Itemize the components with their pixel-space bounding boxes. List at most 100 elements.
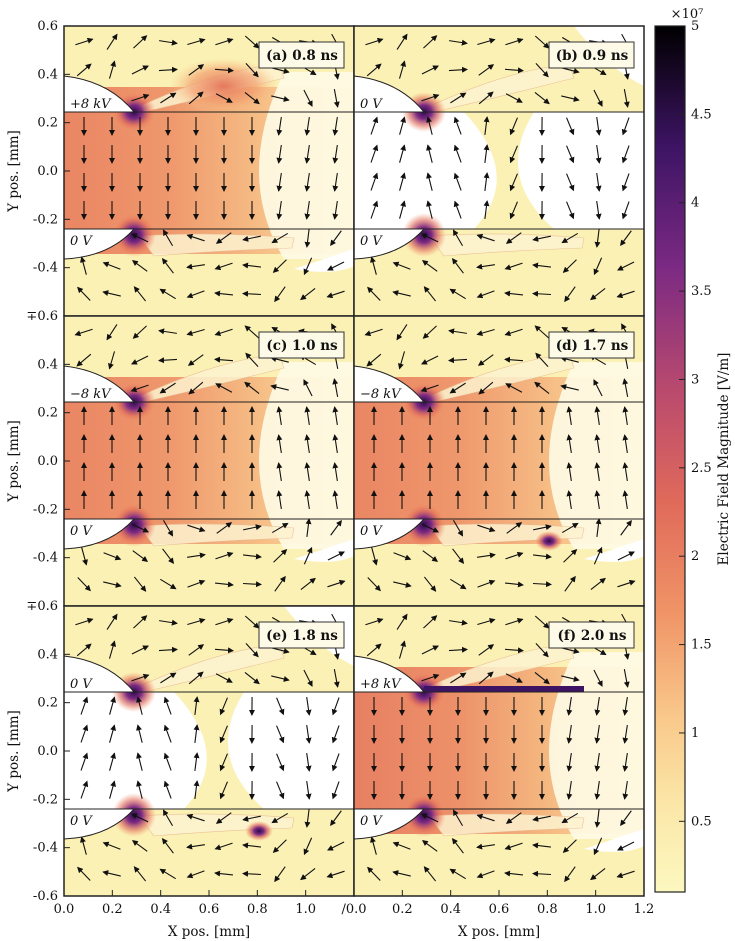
- field-arrow: [566, 781, 573, 800]
- field-arrow: [505, 551, 524, 560]
- field-arrow: [505, 383, 523, 393]
- field-arrow: [214, 581, 234, 588]
- top-electrode: [354, 75, 426, 113]
- low-field-region: [549, 652, 644, 839]
- field-arrow: [244, 325, 260, 339]
- field-arrow: [276, 145, 283, 164]
- field-arrow: [595, 173, 602, 192]
- surface-charge-layer: [424, 686, 584, 692]
- field-arrow: [136, 696, 143, 715]
- field-arrow: [392, 290, 411, 297]
- field-arrow: [300, 868, 316, 881]
- panel-d: −8 kV 0 V (d) 1.7 ns: [353, 315, 645, 607]
- field-arrow: [534, 325, 550, 339]
- field-arrow: [398, 60, 406, 79]
- field-arrow: [453, 116, 462, 135]
- field-arrow: [327, 579, 346, 588]
- field-arrow: [622, 406, 629, 425]
- field-arrow: [476, 328, 495, 337]
- field-arrow: [535, 62, 549, 78]
- top-electrode-voltage: +8 kV: [70, 97, 112, 112]
- field-arrow: [399, 200, 406, 219]
- field-arrow: [449, 382, 466, 394]
- field-arrow: [620, 230, 632, 247]
- field-arrow: [566, 201, 575, 220]
- field-arrow: [534, 381, 550, 395]
- field-arrow: [245, 352, 259, 368]
- field-arrow: [161, 838, 174, 854]
- field-arrow: [477, 617, 496, 626]
- field-arrow: [505, 812, 522, 824]
- field-arrow: [506, 522, 523, 534]
- field-arrow: [304, 809, 311, 828]
- field-arrow: [242, 870, 262, 877]
- field-arrow: [242, 290, 262, 297]
- field-arrow: [509, 117, 518, 136]
- field-arrow: [109, 752, 116, 771]
- field-arrow: [476, 233, 495, 242]
- field-arrow: [332, 406, 339, 425]
- field-arrow: [509, 173, 518, 192]
- y-tick-label: 0.2: [37, 406, 58, 421]
- panel-label: (f) 2.0 ns: [548, 621, 635, 649]
- field-arrow: [131, 523, 150, 533]
- low-field-region: [228, 692, 354, 809]
- field-arrow: [561, 522, 579, 534]
- field-arrow: [327, 551, 345, 561]
- field-arrow: [367, 577, 381, 592]
- field-arrow: [76, 63, 92, 77]
- field-arrow: [449, 868, 466, 880]
- field-arrow: [560, 356, 579, 363]
- field-arrow: [595, 518, 602, 537]
- field-arrow: [136, 752, 143, 771]
- field-arrow: [188, 644, 205, 656]
- field-arrow: [594, 434, 601, 453]
- field-arrow: [561, 675, 580, 682]
- panel-label: (b) 0.9 ns: [548, 41, 635, 69]
- panel-f: +8 kV 0 V (f) 2.0 ns: [353, 605, 645, 897]
- field-arrow: [561, 95, 580, 102]
- streamer-channel: [425, 353, 585, 547]
- field-arrow: [244, 91, 260, 105]
- field-arrow: [108, 351, 116, 370]
- field-arrow: [332, 201, 339, 220]
- panel-grid: +8 kV 0 V (a) 0.8 ns 0 V 0 V (b) 0.9 ns −8 kV 0…: [63, 25, 645, 897]
- y-tick-label: 0.0: [37, 164, 58, 179]
- bottom-electrode-voltage: 0 V: [360, 814, 383, 829]
- panel-e: 0 V 0 V (e) 1.8 ns: [63, 605, 355, 897]
- field-arrow: [423, 35, 438, 49]
- top-electrode-voltage: 0 V: [70, 677, 93, 692]
- field-arrow: [477, 354, 494, 366]
- field-arrow: [158, 66, 178, 73]
- field-arrow: [214, 290, 234, 297]
- field-arrow: [276, 117, 283, 136]
- field-arrow: [563, 549, 578, 563]
- field-arrow: [453, 144, 462, 163]
- field-arrow: [561, 232, 579, 244]
- field-arrow: [331, 725, 340, 744]
- field-arrow: [159, 382, 176, 394]
- field-arrow: [304, 462, 311, 481]
- field-arrow: [398, 351, 406, 370]
- field-arrow: [271, 647, 290, 654]
- field-arrow: [426, 116, 433, 135]
- field-arrow: [509, 201, 518, 220]
- field-arrow: [159, 39, 178, 46]
- field-arrow: [535, 642, 549, 658]
- field-arrow: [74, 328, 93, 337]
- field-arrow: [594, 406, 601, 425]
- field-arrow: [219, 725, 228, 744]
- field-arrow: [422, 325, 437, 339]
- field-arrow: [132, 325, 147, 339]
- bottom-electrode: [354, 228, 426, 260]
- field-arrow: [102, 261, 121, 270]
- field-arrow: [108, 640, 116, 659]
- field-arrow: [193, 780, 200, 799]
- y-tick-label: 0.4: [37, 67, 58, 82]
- x-tick-label: 0.6: [199, 902, 220, 917]
- field-arrow: [276, 753, 285, 772]
- field-arrow: [450, 578, 467, 590]
- field-arrow: [561, 67, 580, 74]
- x-tick-label: 0.6: [489, 902, 510, 917]
- field-arrow: [300, 577, 316, 590]
